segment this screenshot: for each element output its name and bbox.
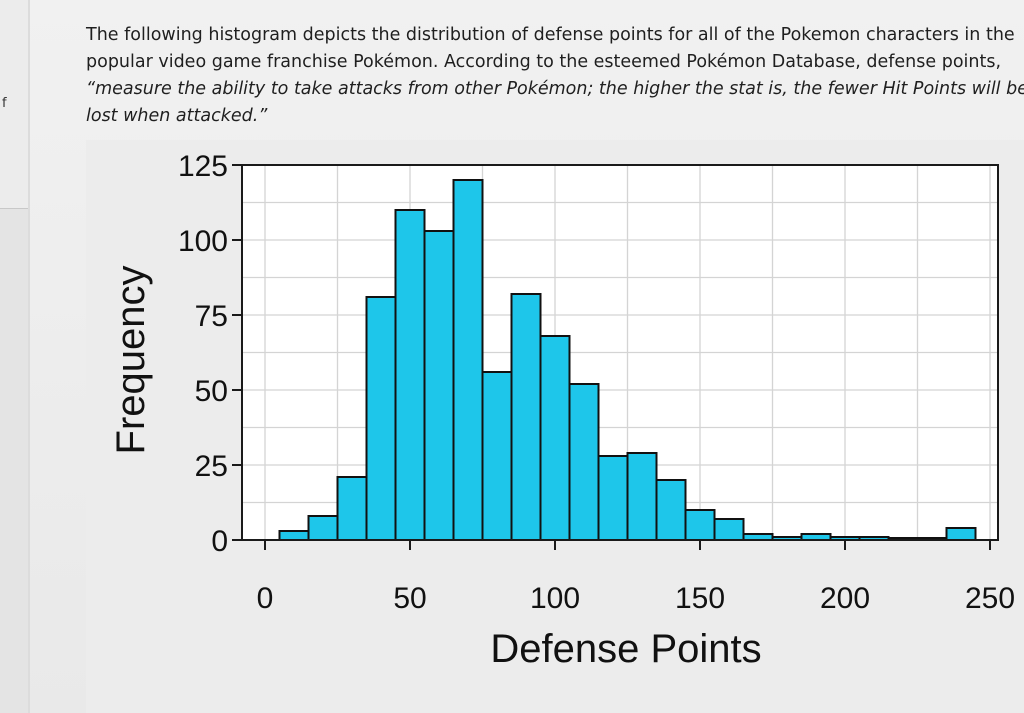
histogram-bar: [945, 527, 977, 541]
question-line-1: The following histogram depicts the dist…: [86, 25, 1015, 45]
x-tick-label: 100: [530, 582, 580, 615]
x-tick-label: 200: [820, 582, 870, 615]
y-tick-label: 100: [178, 225, 228, 258]
histogram-bar: [510, 293, 542, 541]
question-line-3: “measure the ability to take attacks fro…: [86, 79, 1024, 99]
histogram-bar: [278, 530, 310, 541]
histogram-bar: [684, 509, 716, 541]
x-axis: 0 50 100 150 200 250: [257, 540, 1015, 615]
y-tick-label: 25: [195, 450, 228, 483]
histogram-bar: [626, 452, 658, 541]
histogram-bar: [365, 296, 397, 541]
histogram-bar: [568, 383, 600, 541]
histogram-bar: [713, 518, 745, 541]
histogram-bar: [597, 455, 629, 541]
x-axis-label: Defense Points: [490, 627, 761, 671]
plot-frame: [241, 164, 999, 541]
y-tick-label: 0: [211, 525, 228, 558]
histogram-bar: [481, 371, 513, 541]
histogram-bar: [655, 479, 687, 541]
histogram-bar: [539, 335, 571, 541]
y-tick-label: 50: [195, 375, 228, 408]
x-tick-label: 0: [257, 582, 274, 615]
histogram-bar: [423, 230, 455, 541]
histogram-bar: [307, 515, 339, 541]
histogram-bar: [452, 179, 484, 541]
question-text: The following histogram depicts the dist…: [86, 22, 1024, 130]
sidebar-card: f: [0, 0, 28, 209]
x-tick-label: 250: [965, 582, 1015, 615]
y-tick-label: 75: [195, 300, 228, 333]
y-tick-label: 125: [178, 150, 228, 183]
histogram-bar: [336, 476, 368, 541]
histogram-bars: [278, 179, 977, 541]
y-axis-label: Frequency: [109, 266, 153, 455]
y-axis: 0 25 50 75 100 125: [178, 150, 242, 558]
x-tick-label: 150: [675, 582, 725, 615]
question-line-2: popular video game franchise Pokémon. Ac…: [86, 52, 1002, 72]
histogram-bar: [394, 209, 426, 541]
x-tick-label: 50: [393, 582, 426, 615]
question-line-4: lost when attacked.”: [86, 106, 268, 126]
sidebar-letter: f: [2, 96, 7, 111]
